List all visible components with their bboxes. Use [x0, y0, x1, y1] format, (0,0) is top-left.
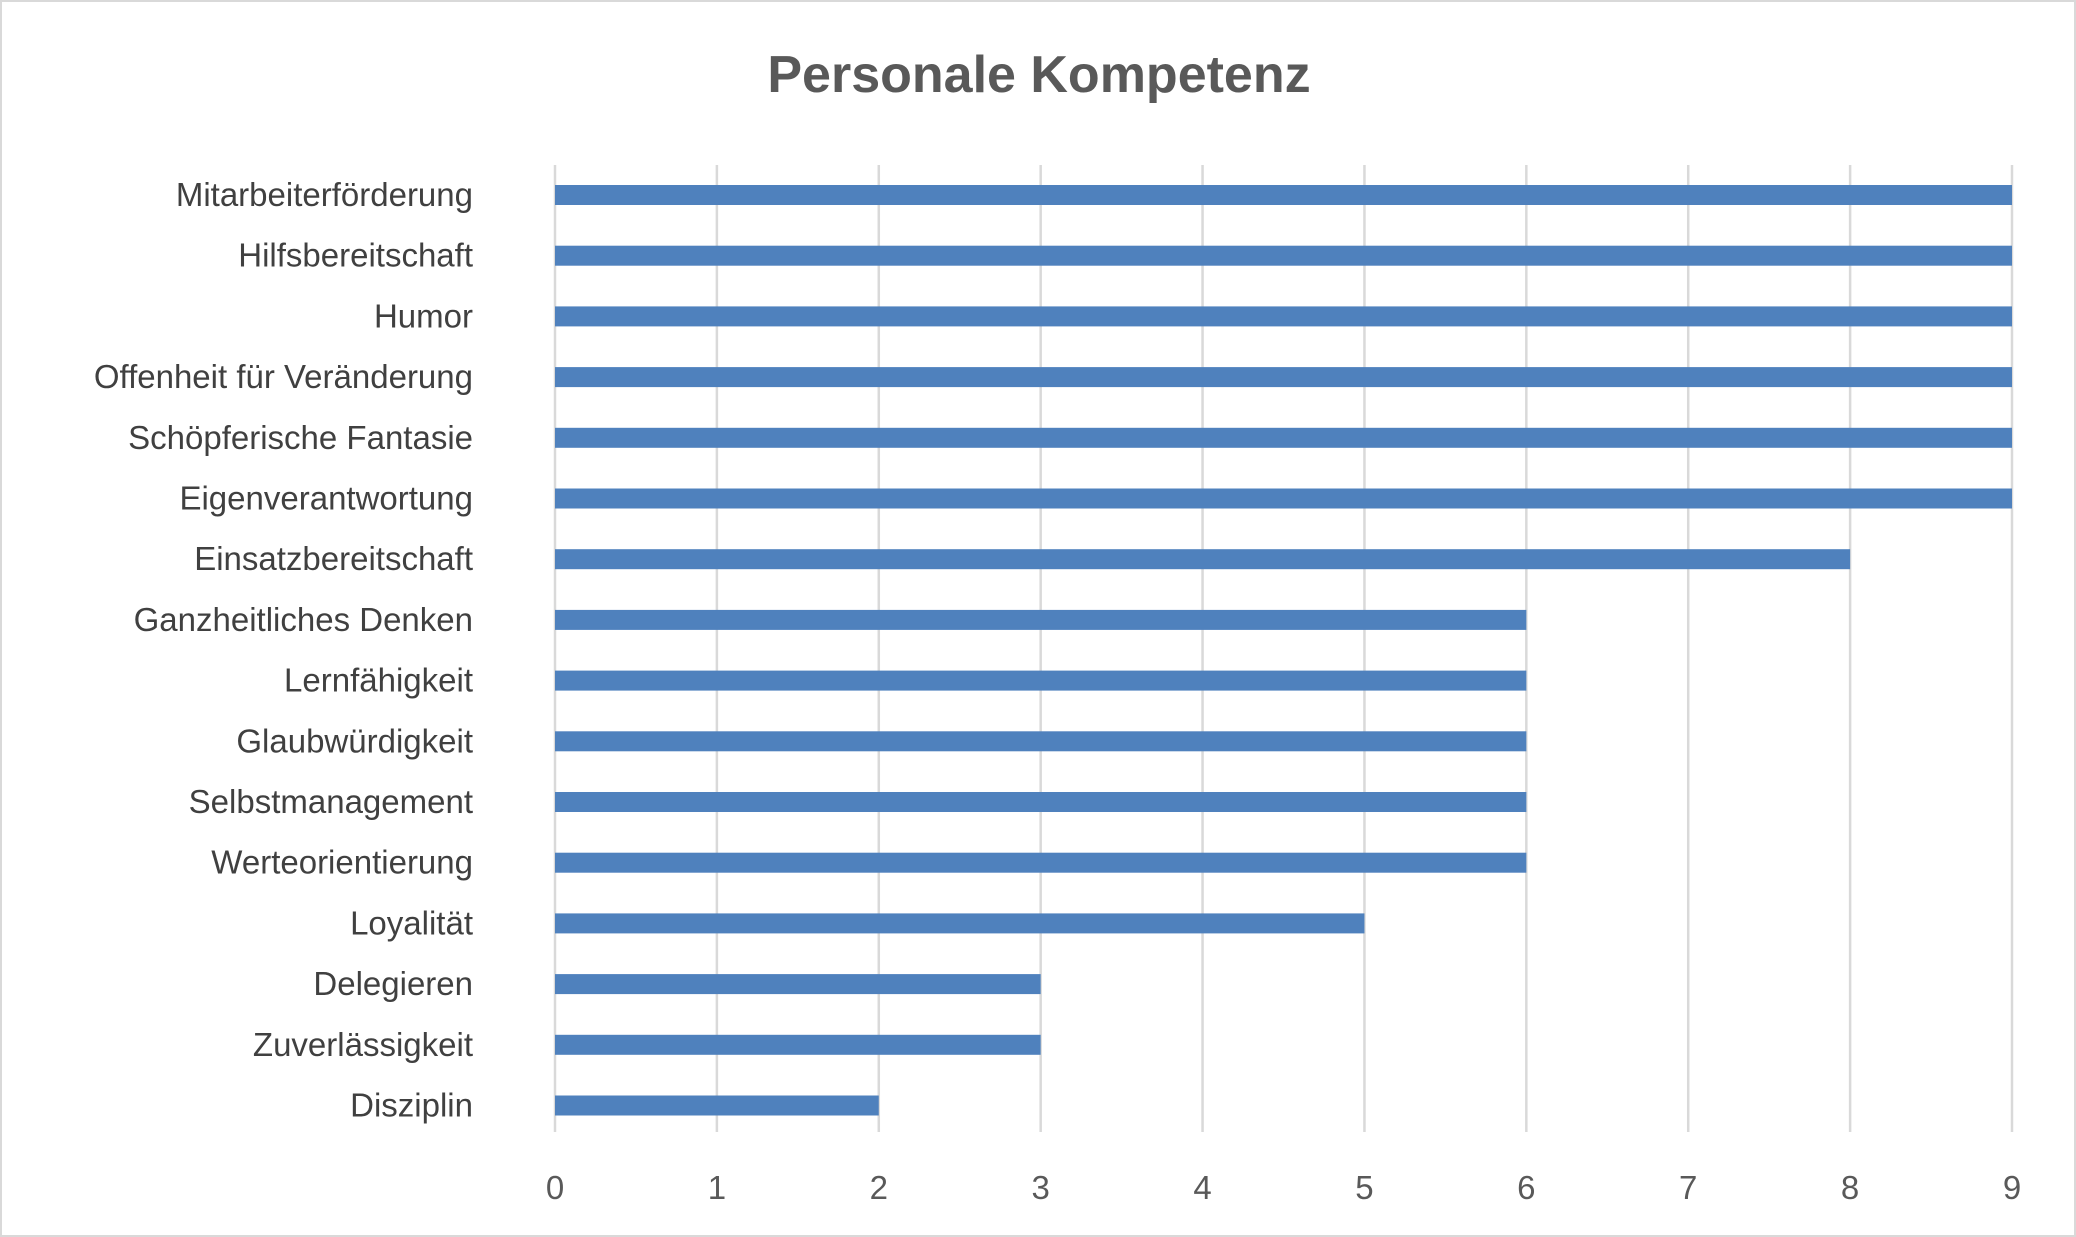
bar	[555, 245, 2012, 266]
category-label: Eigenverantwortung	[179, 480, 473, 517]
category-label: Werteorientierung	[211, 844, 473, 881]
category-label: Lernfähigkeit	[284, 662, 473, 699]
bar	[555, 609, 1527, 630]
category-label: Selbstmanagement	[189, 783, 473, 820]
bar	[555, 1095, 879, 1116]
category-label: Hilfsbereitschaft	[238, 237, 473, 274]
category-label: Zuverlässigkeit	[253, 1026, 473, 1063]
bar	[555, 913, 1365, 934]
x-tick-label: 3	[1031, 1169, 1049, 1206]
x-tick-label: 7	[1679, 1169, 1697, 1206]
x-tick-label: 9	[2003, 1169, 2021, 1206]
category-label: Delegieren	[313, 965, 473, 1002]
chart-title: Personale Kompetenz	[767, 46, 1310, 104]
category-label: Mitarbeiterförderung	[176, 176, 473, 213]
category-label: Offenheit für Veränderung	[94, 358, 473, 395]
bar	[555, 670, 1527, 691]
bars	[555, 185, 2012, 1116]
category-label: Schöpferische Fantasie	[128, 419, 473, 456]
bar	[555, 731, 1527, 752]
category-labels: Mitarbeiterförderung Hilfsbereitschaft Hum…	[94, 176, 473, 1124]
bar	[555, 852, 1527, 873]
x-tick-label: 2	[870, 1169, 888, 1206]
x-tick-label: 8	[1841, 1169, 1859, 1206]
bar	[555, 1034, 1041, 1055]
x-tick-label: 0	[546, 1169, 564, 1206]
x-tick-label: 5	[1355, 1169, 1373, 1206]
bar	[555, 974, 1041, 995]
bar	[555, 427, 2012, 448]
x-tick-label: 4	[1193, 1169, 1211, 1206]
category-label: Humor	[374, 297, 473, 334]
category-label: Disziplin	[350, 1087, 473, 1124]
category-label: Einsatzbereitschaft	[194, 540, 473, 577]
category-label: Ganzheitliches Denken	[134, 601, 473, 638]
x-tick-label: 6	[1517, 1169, 1535, 1206]
x-tick-label: 1	[708, 1169, 726, 1206]
bar	[555, 367, 2012, 388]
bar	[555, 185, 2012, 205]
x-axis-tick-labels: 0 1 2 3 4 5 6 7 8 9	[546, 1169, 2021, 1206]
bar	[555, 306, 2012, 327]
bar	[555, 792, 1527, 812]
bar	[555, 549, 1851, 570]
category-label: Loyalität	[350, 904, 473, 941]
category-label: Glaubwürdigkeit	[236, 722, 473, 759]
bar	[555, 488, 2012, 509]
